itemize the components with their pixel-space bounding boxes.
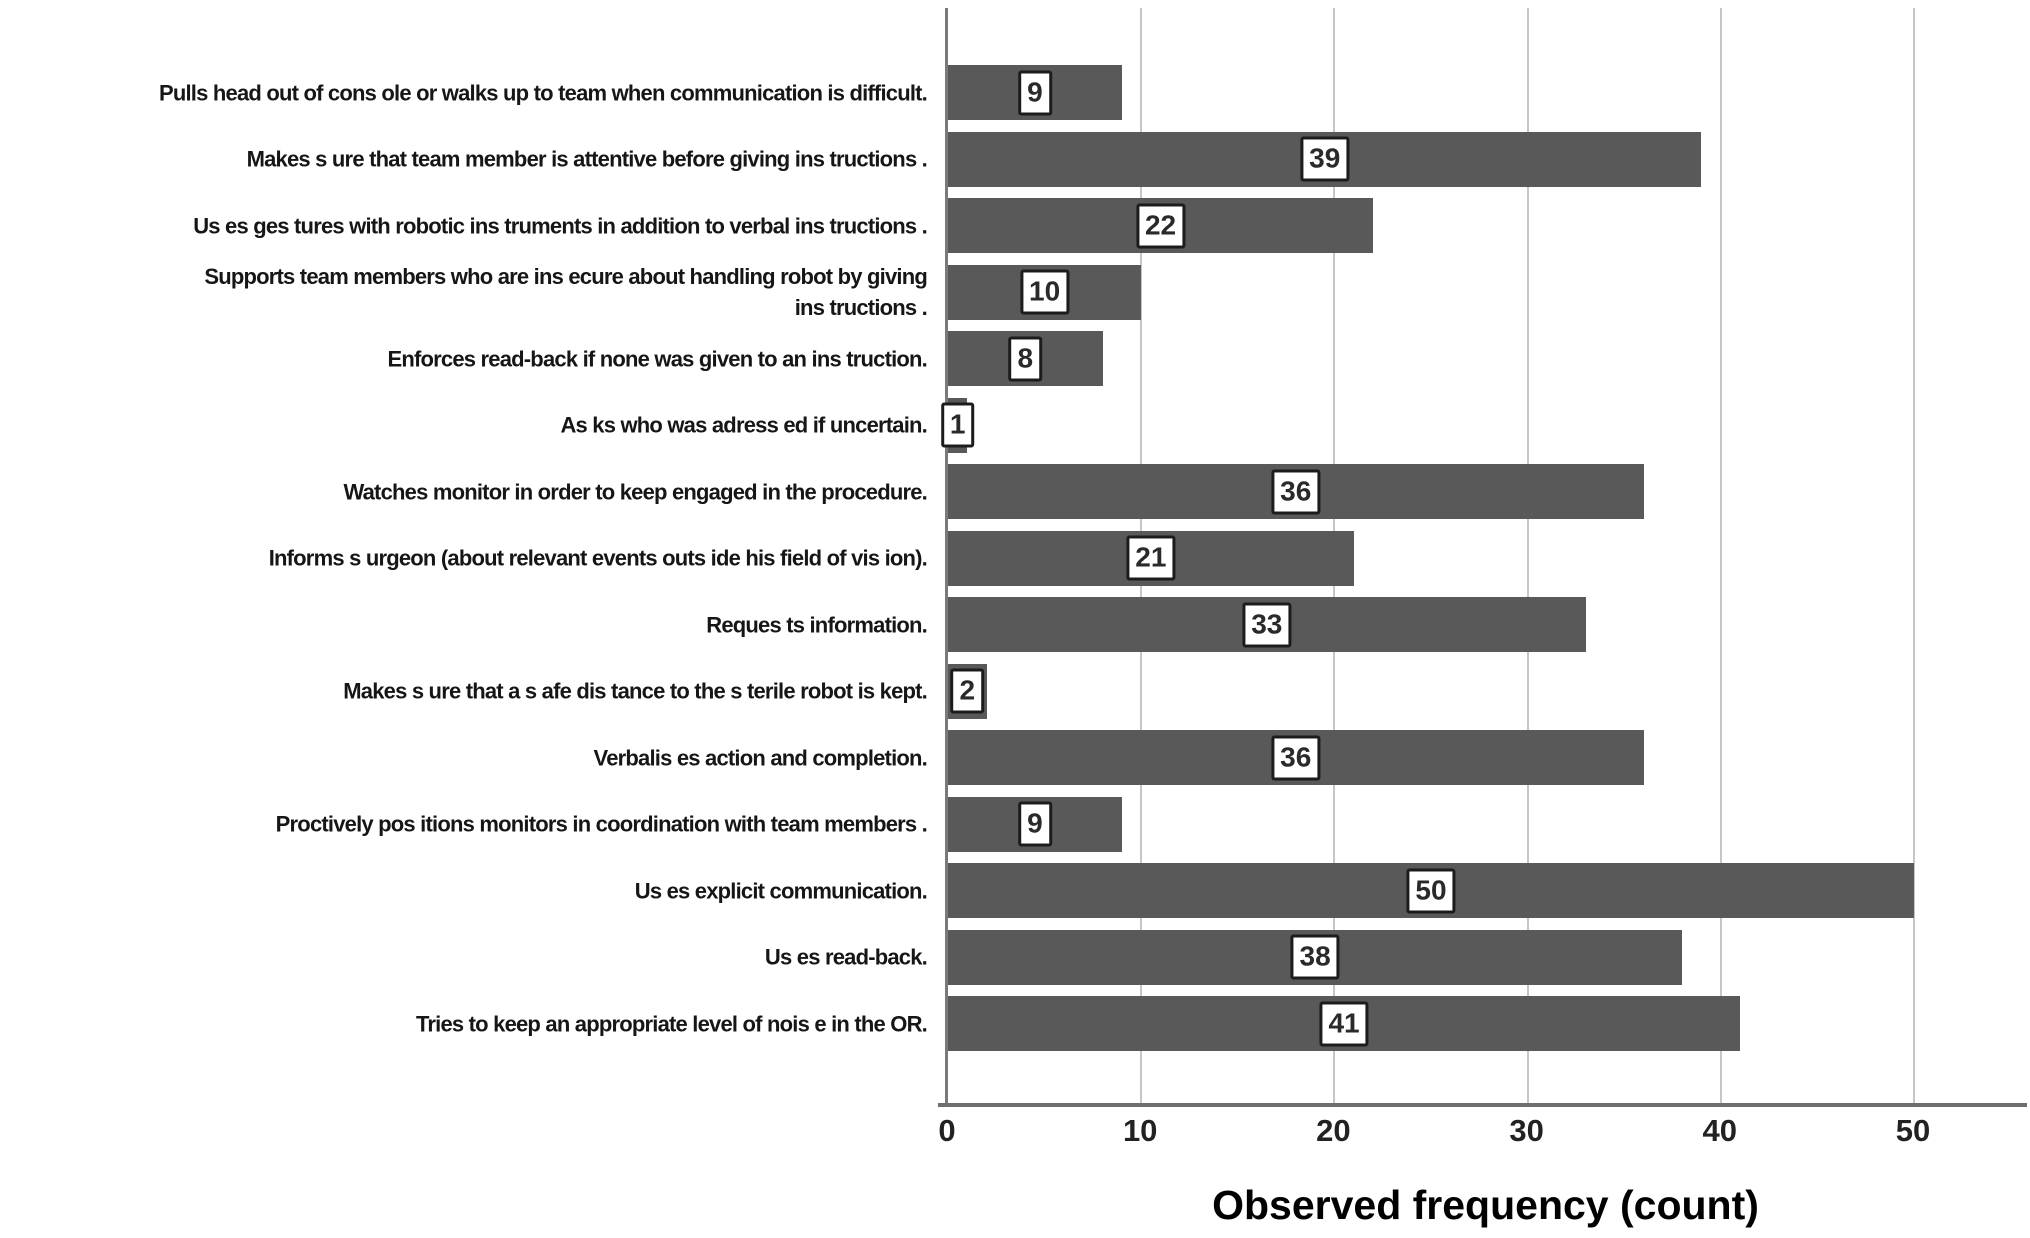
x-axis-line [938, 1103, 2027, 1107]
category-label: Enforces read-back if none was given to … [387, 346, 927, 371]
bar-value-box: 1 [940, 402, 975, 448]
bar-value-box: 21 [1126, 535, 1176, 581]
category-label: Informs s urgeon (about relevant events … [268, 545, 928, 571]
category-label: Us es ges tures with robotic ins trument… [193, 213, 928, 238]
y-axis-line [945, 8, 948, 1106]
category-label: Proctively pos itions monitors in coordi… [275, 811, 928, 837]
bar-value-box: 36 [1271, 735, 1321, 780]
bar-value-box: 39 [1300, 136, 1350, 182]
category-label: As ks who was adress ed if uncertain. [560, 412, 927, 438]
bar-value-box: 50 [1406, 868, 1456, 913]
bar-value-box: 10 [1020, 269, 1070, 315]
bar-value-box: 38 [1290, 934, 1340, 980]
bar-value-box: 9 [1018, 801, 1052, 847]
x-tick-label-20: 20 [1316, 1113, 1351, 1148]
category-label: Watches monitor in order to keep engaged… [343, 479, 927, 504]
category-label: Makes s ure that a s afe dis tance to th… [343, 678, 928, 704]
x-tick-label-10: 10 [1122, 1113, 1158, 1148]
bar-value-box: 8 [1008, 336, 1043, 381]
x-tick-label-0: 0 [938, 1113, 956, 1148]
bar-value-box: 36 [1271, 469, 1321, 514]
category-label: Tries to keep an appropriate level of no… [415, 1011, 928, 1036]
plot-area: 9 39 22 10 8 1 36 21 33 2 36 9 50 38 41 [940, 8, 2023, 1103]
gridline-x-50 [1913, 8, 1915, 1103]
category-label: Verbalis es action and completion. [593, 745, 928, 770]
gridline-x-40 [1719, 8, 1722, 1103]
category-label: Pulls head out of cons ole or walks up t… [158, 80, 928, 105]
bar-value-box: 9 [1018, 70, 1052, 115]
category-label: Us es explicit communication. [634, 878, 928, 903]
x-tick-label-30: 30 [1509, 1113, 1544, 1148]
gridline-x-30 [1526, 8, 1529, 1103]
bar-value-box: 41 [1319, 1001, 1369, 1046]
category-label: Makes s ure that team member is attentiv… [246, 146, 928, 172]
x-tick-label-40: 40 [1702, 1113, 1738, 1148]
category-label: Supports team members who are ins ecure … [204, 264, 927, 320]
bar-value-box: 2 [950, 668, 985, 714]
category-label: Reques ts information. [706, 612, 928, 637]
bar-value-box: 33 [1242, 602, 1292, 647]
category-label: Us es read-back. [764, 944, 928, 970]
x-axis-title: Observed frequency (count) [1212, 1182, 1759, 1228]
x-tick-label-50: 50 [1895, 1113, 1931, 1148]
bar-value-box: 22 [1135, 203, 1186, 248]
